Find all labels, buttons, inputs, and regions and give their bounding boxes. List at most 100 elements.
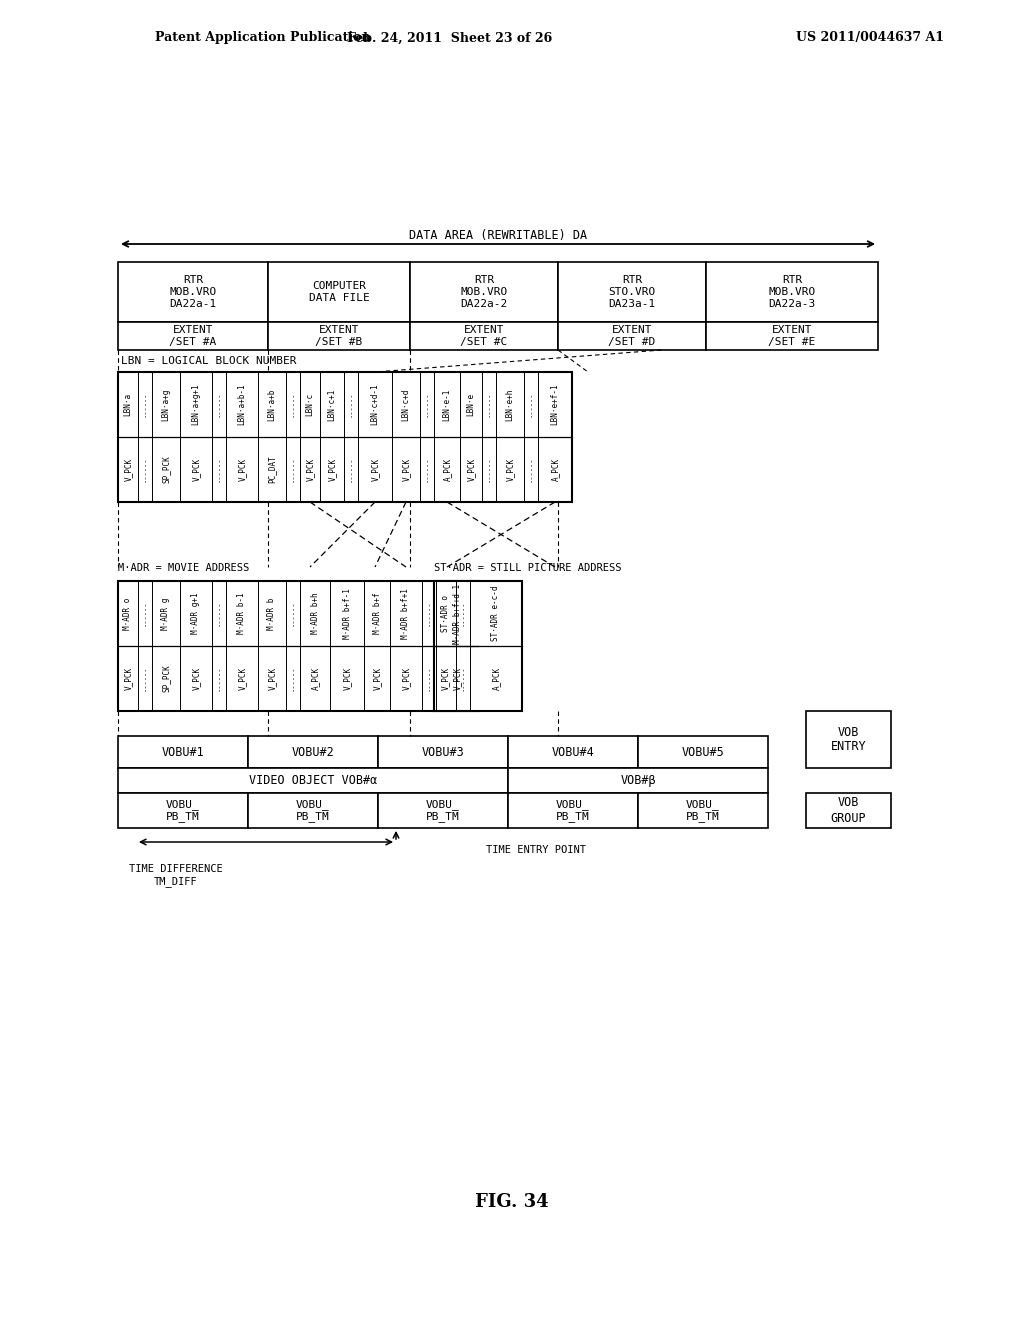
Text: V_PCK: V_PCK — [401, 667, 411, 690]
Text: ------: ------ — [142, 392, 148, 417]
Text: LBN·a+b: LBN·a+b — [267, 388, 276, 421]
Text: PC_DAT: PC_DAT — [267, 455, 276, 483]
Text: ------: ------ — [142, 601, 148, 626]
Text: LBN·c+d-1: LBN·c+d-1 — [371, 384, 380, 425]
Text: M·ADR = MOVIE ADDRESS: M·ADR = MOVIE ADDRESS — [118, 564, 249, 573]
Text: M·ADR g: M·ADR g — [162, 598, 171, 630]
Text: V_PCK: V_PCK — [467, 458, 475, 480]
Text: V_PCK: V_PCK — [453, 667, 462, 690]
Text: ------: ------ — [142, 457, 148, 482]
Text: V_PCK: V_PCK — [328, 458, 337, 480]
Text: LBN·a+b-1: LBN·a+b-1 — [238, 384, 247, 425]
Bar — [508, 793, 638, 828]
Text: LBN·c+1: LBN·c+1 — [328, 388, 337, 421]
Text: RTR
MOB.VRO
DA22a-1: RTR MOB.VRO DA22a-1 — [169, 276, 217, 309]
Text: V_PCK: V_PCK — [267, 667, 276, 690]
Bar — [806, 711, 891, 768]
Text: ------: ------ — [486, 457, 492, 482]
Text: ------: ------ — [290, 457, 296, 482]
Text: A_PCK: A_PCK — [492, 667, 501, 690]
Text: LBN·a+g+1: LBN·a+g+1 — [191, 384, 201, 425]
Text: V_PCK: V_PCK — [440, 667, 450, 690]
Text: LBN·a: LBN·a — [124, 393, 132, 416]
Bar — [248, 737, 378, 768]
Text: LBN·c+d: LBN·c+d — [401, 388, 411, 421]
Text: V_PCK: V_PCK — [342, 667, 351, 690]
Bar — [508, 768, 768, 793]
Text: EXTENT
/SET #E: EXTENT /SET #E — [768, 325, 816, 347]
Text: ------: ------ — [216, 601, 222, 626]
Text: LBN = LOGICAL BLOCK NUMBER: LBN = LOGICAL BLOCK NUMBER — [121, 356, 297, 366]
Text: LBN·e+h: LBN·e+h — [506, 388, 514, 421]
Text: ------: ------ — [486, 392, 492, 417]
Text: VOBU_
PB_TM: VOBU_ PB_TM — [556, 799, 590, 822]
Text: ------: ------ — [424, 392, 430, 417]
Bar — [118, 372, 572, 502]
Bar — [378, 793, 508, 828]
Text: VOBU_
PB_TM: VOBU_ PB_TM — [686, 799, 720, 822]
Text: VOBU#3: VOBU#3 — [422, 746, 464, 759]
Text: ------: ------ — [460, 665, 466, 692]
Text: EXTENT
/SET #B: EXTENT /SET #B — [315, 325, 362, 347]
Bar — [118, 737, 248, 768]
Text: M·ADR b: M·ADR b — [267, 598, 276, 630]
Text: VOBU#1: VOBU#1 — [162, 746, 205, 759]
Text: ------: ------ — [528, 457, 534, 482]
Bar — [118, 768, 508, 793]
Text: V_PCK: V_PCK — [191, 667, 201, 690]
Text: V_PCK: V_PCK — [373, 667, 382, 690]
Text: US 2011/0044637 A1: US 2011/0044637 A1 — [796, 32, 944, 45]
Text: COMPUTER
DATA FILE: COMPUTER DATA FILE — [308, 281, 370, 302]
Bar — [434, 581, 522, 711]
Bar — [410, 322, 558, 350]
Text: VOBU#2: VOBU#2 — [292, 746, 335, 759]
Text: ST·ADR o: ST·ADR o — [440, 595, 450, 632]
Text: RTR
STO.VRO
DA23a-1: RTR STO.VRO DA23a-1 — [608, 276, 655, 309]
Text: VOBU#5: VOBU#5 — [682, 746, 724, 759]
Text: V_PCK: V_PCK — [124, 458, 132, 480]
Text: VOB
GROUP: VOB GROUP — [830, 796, 866, 825]
Text: SP_PCK: SP_PCK — [162, 665, 171, 693]
Text: VIDEO OBJECT VOB#α: VIDEO OBJECT VOB#α — [249, 774, 377, 787]
Bar — [508, 737, 638, 768]
Text: ------: ------ — [216, 457, 222, 482]
Text: ------: ------ — [290, 601, 296, 626]
Text: M·ADR b+f+1: M·ADR b+f+1 — [401, 589, 411, 639]
Text: V_PCK: V_PCK — [238, 458, 247, 480]
Text: V_PCK: V_PCK — [305, 458, 314, 480]
Text: V_PCK: V_PCK — [124, 667, 132, 690]
Text: EXTENT
/SET #D: EXTENT /SET #D — [608, 325, 655, 347]
Text: LBN·e: LBN·e — [467, 393, 475, 416]
Text: ST·ADR = STILL PICTURE ADDRESS: ST·ADR = STILL PICTURE ADDRESS — [434, 564, 622, 573]
Text: VOB
ENTRY: VOB ENTRY — [830, 726, 866, 754]
Bar — [638, 793, 768, 828]
Bar — [558, 261, 706, 322]
Text: RTR
MOB.VRO
DA22a-2: RTR MOB.VRO DA22a-2 — [461, 276, 508, 309]
Text: RTR
MOB.VRO
DA22a-3: RTR MOB.VRO DA22a-3 — [768, 276, 816, 309]
Text: ------: ------ — [348, 392, 354, 417]
Bar — [268, 261, 410, 322]
Bar — [118, 322, 268, 350]
Text: ------: ------ — [216, 392, 222, 417]
Bar — [706, 322, 878, 350]
Text: V_PCK: V_PCK — [506, 458, 514, 480]
Bar — [118, 581, 478, 711]
Bar — [248, 793, 378, 828]
Text: ------: ------ — [348, 457, 354, 482]
Text: VOBU#4: VOBU#4 — [552, 746, 594, 759]
Text: ------: ------ — [142, 665, 148, 692]
Bar — [118, 793, 248, 828]
Text: SP_PCK: SP_PCK — [162, 455, 171, 483]
Text: M·ADR b-1: M·ADR b-1 — [238, 593, 247, 635]
Text: ------: ------ — [216, 665, 222, 692]
Text: V_PCK: V_PCK — [371, 458, 380, 480]
Text: VOBU_
PB_TM: VOBU_ PB_TM — [296, 799, 330, 822]
Text: TIME ENTRY POINT: TIME ENTRY POINT — [486, 845, 586, 855]
Text: ------: ------ — [290, 392, 296, 417]
Text: M·ADR b+f: M·ADR b+f — [373, 593, 382, 635]
Text: ------: ------ — [460, 601, 466, 626]
Text: LBN·a+g: LBN·a+g — [162, 388, 171, 421]
Bar — [558, 322, 706, 350]
Bar — [806, 793, 891, 828]
Bar — [118, 261, 268, 322]
